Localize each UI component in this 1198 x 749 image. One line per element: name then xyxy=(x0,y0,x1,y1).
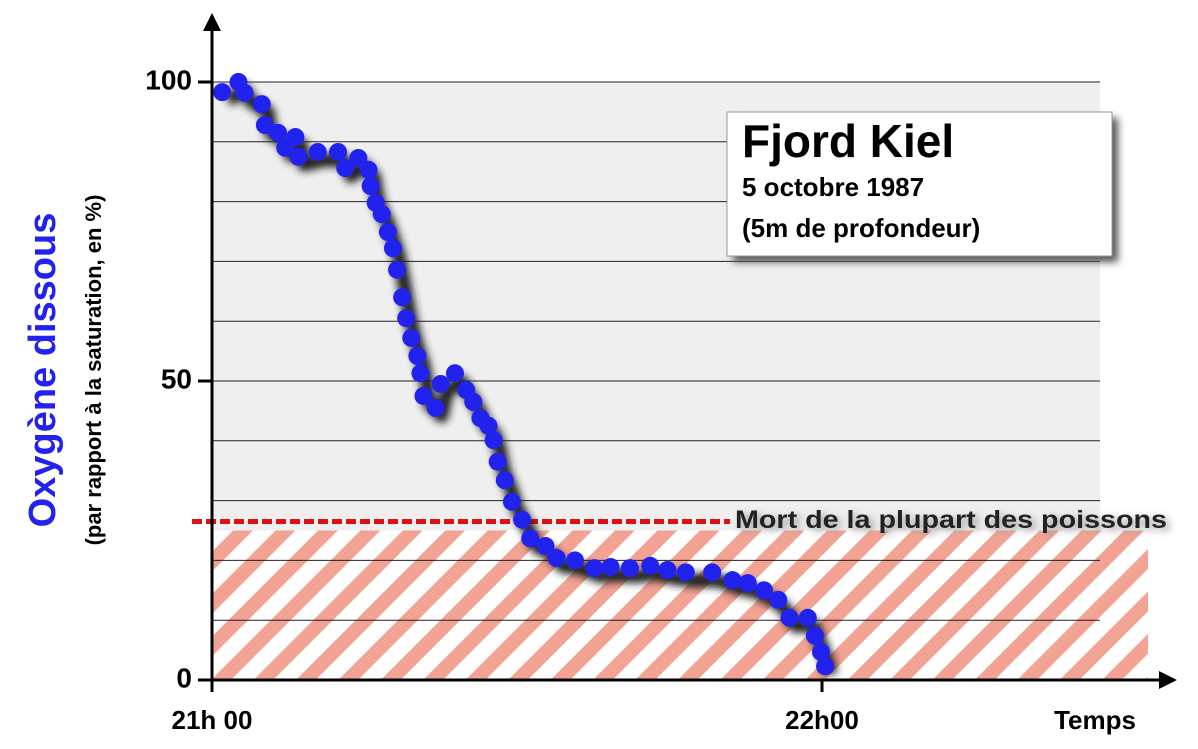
chart-subtitle: 5 octobre 1987 xyxy=(742,172,924,202)
data-point xyxy=(488,452,507,471)
y-tick-label: 50 xyxy=(161,363,192,394)
danger-zone xyxy=(212,530,1148,680)
data-point xyxy=(601,557,620,576)
data-point xyxy=(658,560,677,579)
data-point xyxy=(397,309,416,328)
data-point xyxy=(798,608,817,627)
data-point xyxy=(388,260,407,279)
data-point xyxy=(755,581,774,600)
x-tick-label: 22h00 xyxy=(785,705,859,735)
chart-subtitle: (5m de profondeur) xyxy=(742,213,980,243)
x-axis-label: Temps xyxy=(1054,705,1136,735)
y-tick-label: 0 xyxy=(176,662,192,693)
data-point xyxy=(769,590,788,609)
data-point xyxy=(252,95,271,114)
data-point xyxy=(411,364,430,383)
data-point xyxy=(723,571,742,590)
y-axis-sublabel: (par rapport à la saturation, en %) xyxy=(81,195,106,546)
data-point xyxy=(308,142,327,161)
data-point xyxy=(414,386,433,405)
data-point xyxy=(479,416,498,435)
y-tick-label: 100 xyxy=(145,64,192,95)
data-point xyxy=(703,563,722,582)
data-point xyxy=(547,549,566,568)
data-point xyxy=(805,626,824,645)
y-axis-label: Oxygène dissous xyxy=(22,213,64,528)
data-point xyxy=(641,556,660,575)
data-point xyxy=(513,510,532,529)
data-point xyxy=(738,574,757,593)
data-point xyxy=(336,159,355,178)
data-point xyxy=(536,537,555,556)
data-point xyxy=(464,392,483,411)
data-point xyxy=(235,83,254,102)
data-point xyxy=(565,551,584,570)
data-point xyxy=(269,123,288,142)
data-point xyxy=(521,529,540,548)
data-point xyxy=(445,364,464,383)
data-point xyxy=(213,83,232,102)
data-point xyxy=(255,116,274,135)
data-point xyxy=(484,431,503,450)
data-point xyxy=(349,148,368,167)
x-tick-label: 21h 00 xyxy=(172,705,253,735)
data-point xyxy=(408,346,427,365)
data-point xyxy=(585,559,604,578)
data-point xyxy=(393,288,412,307)
title-box xyxy=(726,111,1113,257)
data-point xyxy=(811,642,830,661)
threshold-label-shadow: Mort de la plupart des poissons xyxy=(739,509,1171,537)
data-point xyxy=(383,239,402,258)
chart-title: Fjord Kiel xyxy=(742,115,954,167)
data-point xyxy=(359,160,378,179)
data-point xyxy=(402,328,421,347)
data-point xyxy=(289,147,308,166)
data-point xyxy=(378,223,397,242)
data-point xyxy=(372,205,391,224)
data-point xyxy=(431,374,450,393)
data-point xyxy=(676,563,695,582)
data-point xyxy=(329,142,348,161)
data-point xyxy=(816,657,835,676)
data-point xyxy=(502,492,521,511)
data-point xyxy=(426,398,445,417)
threshold-label: Mort de la plupart des poissons xyxy=(735,506,1167,534)
data-point xyxy=(620,559,639,578)
data-point xyxy=(286,128,305,147)
data-point xyxy=(495,471,514,490)
data-point xyxy=(361,177,380,196)
data-point xyxy=(780,608,799,627)
